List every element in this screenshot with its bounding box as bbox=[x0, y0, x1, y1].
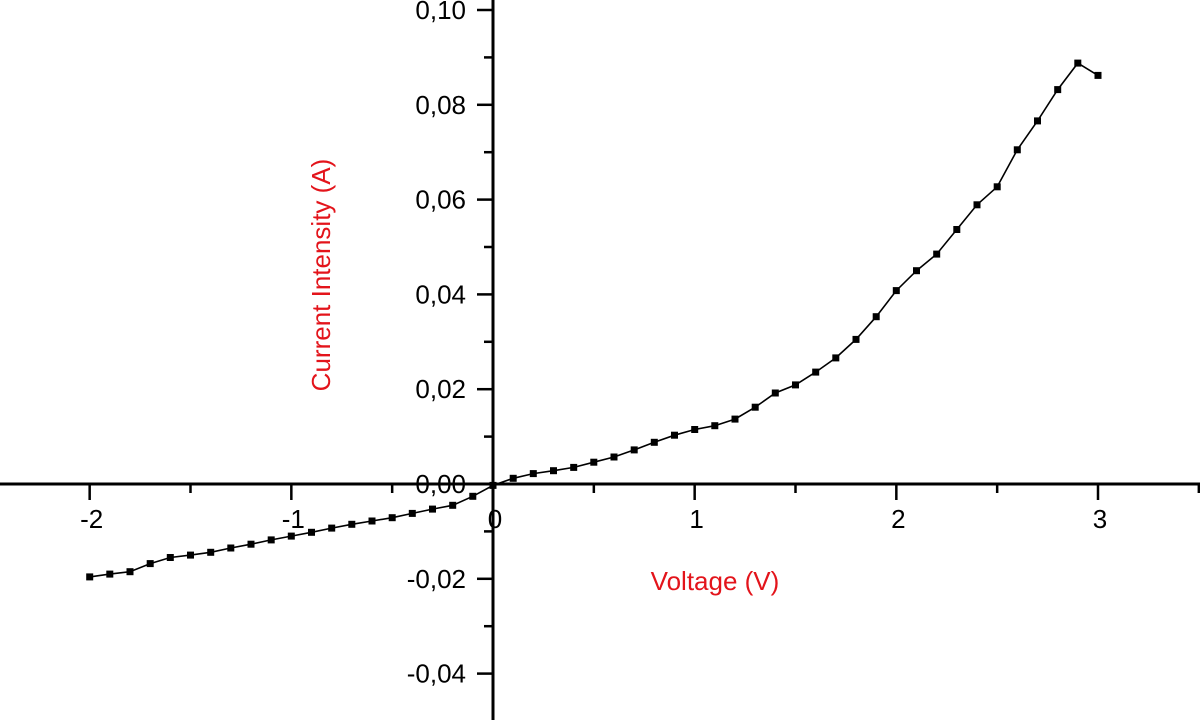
y-tick-label: -0,02 bbox=[407, 564, 466, 594]
data-point bbox=[973, 201, 981, 209]
data-point bbox=[771, 389, 779, 397]
x-tick-label: 2 bbox=[891, 504, 905, 534]
data-point bbox=[993, 183, 1001, 191]
data-point bbox=[308, 528, 315, 536]
data-point bbox=[388, 514, 396, 522]
data-point bbox=[852, 335, 860, 343]
x-tick-label: 0 bbox=[488, 504, 502, 534]
data-point bbox=[227, 544, 235, 552]
y-tick-label: 0,00 bbox=[415, 469, 466, 499]
data-point bbox=[570, 463, 578, 471]
data-point bbox=[650, 438, 658, 446]
data-point bbox=[751, 403, 759, 411]
data-point bbox=[126, 568, 134, 576]
x-tick-label: -2 bbox=[80, 504, 103, 534]
data-point bbox=[267, 536, 275, 544]
data-point bbox=[711, 422, 719, 430]
data-point bbox=[691, 426, 699, 433]
data-point bbox=[368, 517, 376, 525]
y-tick-label: 0,10 bbox=[415, 0, 466, 25]
data-point bbox=[1034, 117, 1041, 125]
data-point bbox=[731, 415, 739, 423]
data-point bbox=[550, 467, 557, 475]
data-point bbox=[590, 458, 598, 466]
x-tick-label: -1 bbox=[282, 504, 305, 534]
data-point bbox=[328, 524, 336, 532]
data-point bbox=[287, 532, 295, 540]
x-axis-title: Voltage (V) bbox=[651, 566, 780, 596]
data-point bbox=[892, 287, 900, 295]
x-tick-label: 3 bbox=[1093, 504, 1107, 534]
data-point bbox=[933, 250, 941, 258]
y-tick-label: 0,02 bbox=[415, 374, 466, 404]
data-point bbox=[146, 560, 154, 568]
data-point bbox=[207, 548, 215, 556]
data-point bbox=[86, 573, 94, 581]
series-layer bbox=[86, 59, 1102, 581]
data-point bbox=[187, 551, 194, 559]
data-point bbox=[247, 540, 255, 548]
data-point bbox=[449, 501, 457, 509]
data-point bbox=[610, 453, 618, 461]
data-point bbox=[1074, 59, 1082, 67]
data-point bbox=[832, 354, 840, 362]
data-point bbox=[1094, 71, 1102, 79]
series-line bbox=[89, 62, 1099, 578]
data-point bbox=[529, 470, 537, 478]
x-ticks: -2 -1 0 1 2 3 bbox=[80, 484, 1200, 534]
data-point bbox=[812, 368, 820, 376]
data-point bbox=[1013, 146, 1021, 154]
data-point bbox=[429, 505, 436, 513]
data-point bbox=[469, 492, 477, 500]
data-point bbox=[953, 226, 961, 233]
y-tick-label: 0,08 bbox=[415, 90, 466, 120]
data-point bbox=[509, 474, 517, 482]
data-point bbox=[489, 481, 497, 489]
data-point bbox=[630, 446, 638, 454]
y-ticks: -0,04 -0,02 0,00 0,02 0,04 0,06 0,08 0,10 bbox=[407, 0, 493, 689]
data-point bbox=[872, 313, 880, 321]
data-point bbox=[348, 520, 356, 528]
data-point bbox=[792, 381, 799, 389]
data-point bbox=[1054, 86, 1062, 94]
y-tick-label: 0,06 bbox=[415, 185, 466, 215]
x-tick-label: 1 bbox=[689, 504, 703, 534]
y-tick-label: 0,04 bbox=[415, 279, 466, 309]
y-tick-label: -0,04 bbox=[407, 659, 466, 689]
data-point bbox=[166, 554, 174, 561]
data-point bbox=[106, 570, 114, 578]
data-point bbox=[913, 267, 920, 275]
data-point bbox=[671, 431, 678, 439]
data-point bbox=[408, 509, 416, 517]
y-axis-title: Current Intensity (A) bbox=[306, 159, 336, 392]
